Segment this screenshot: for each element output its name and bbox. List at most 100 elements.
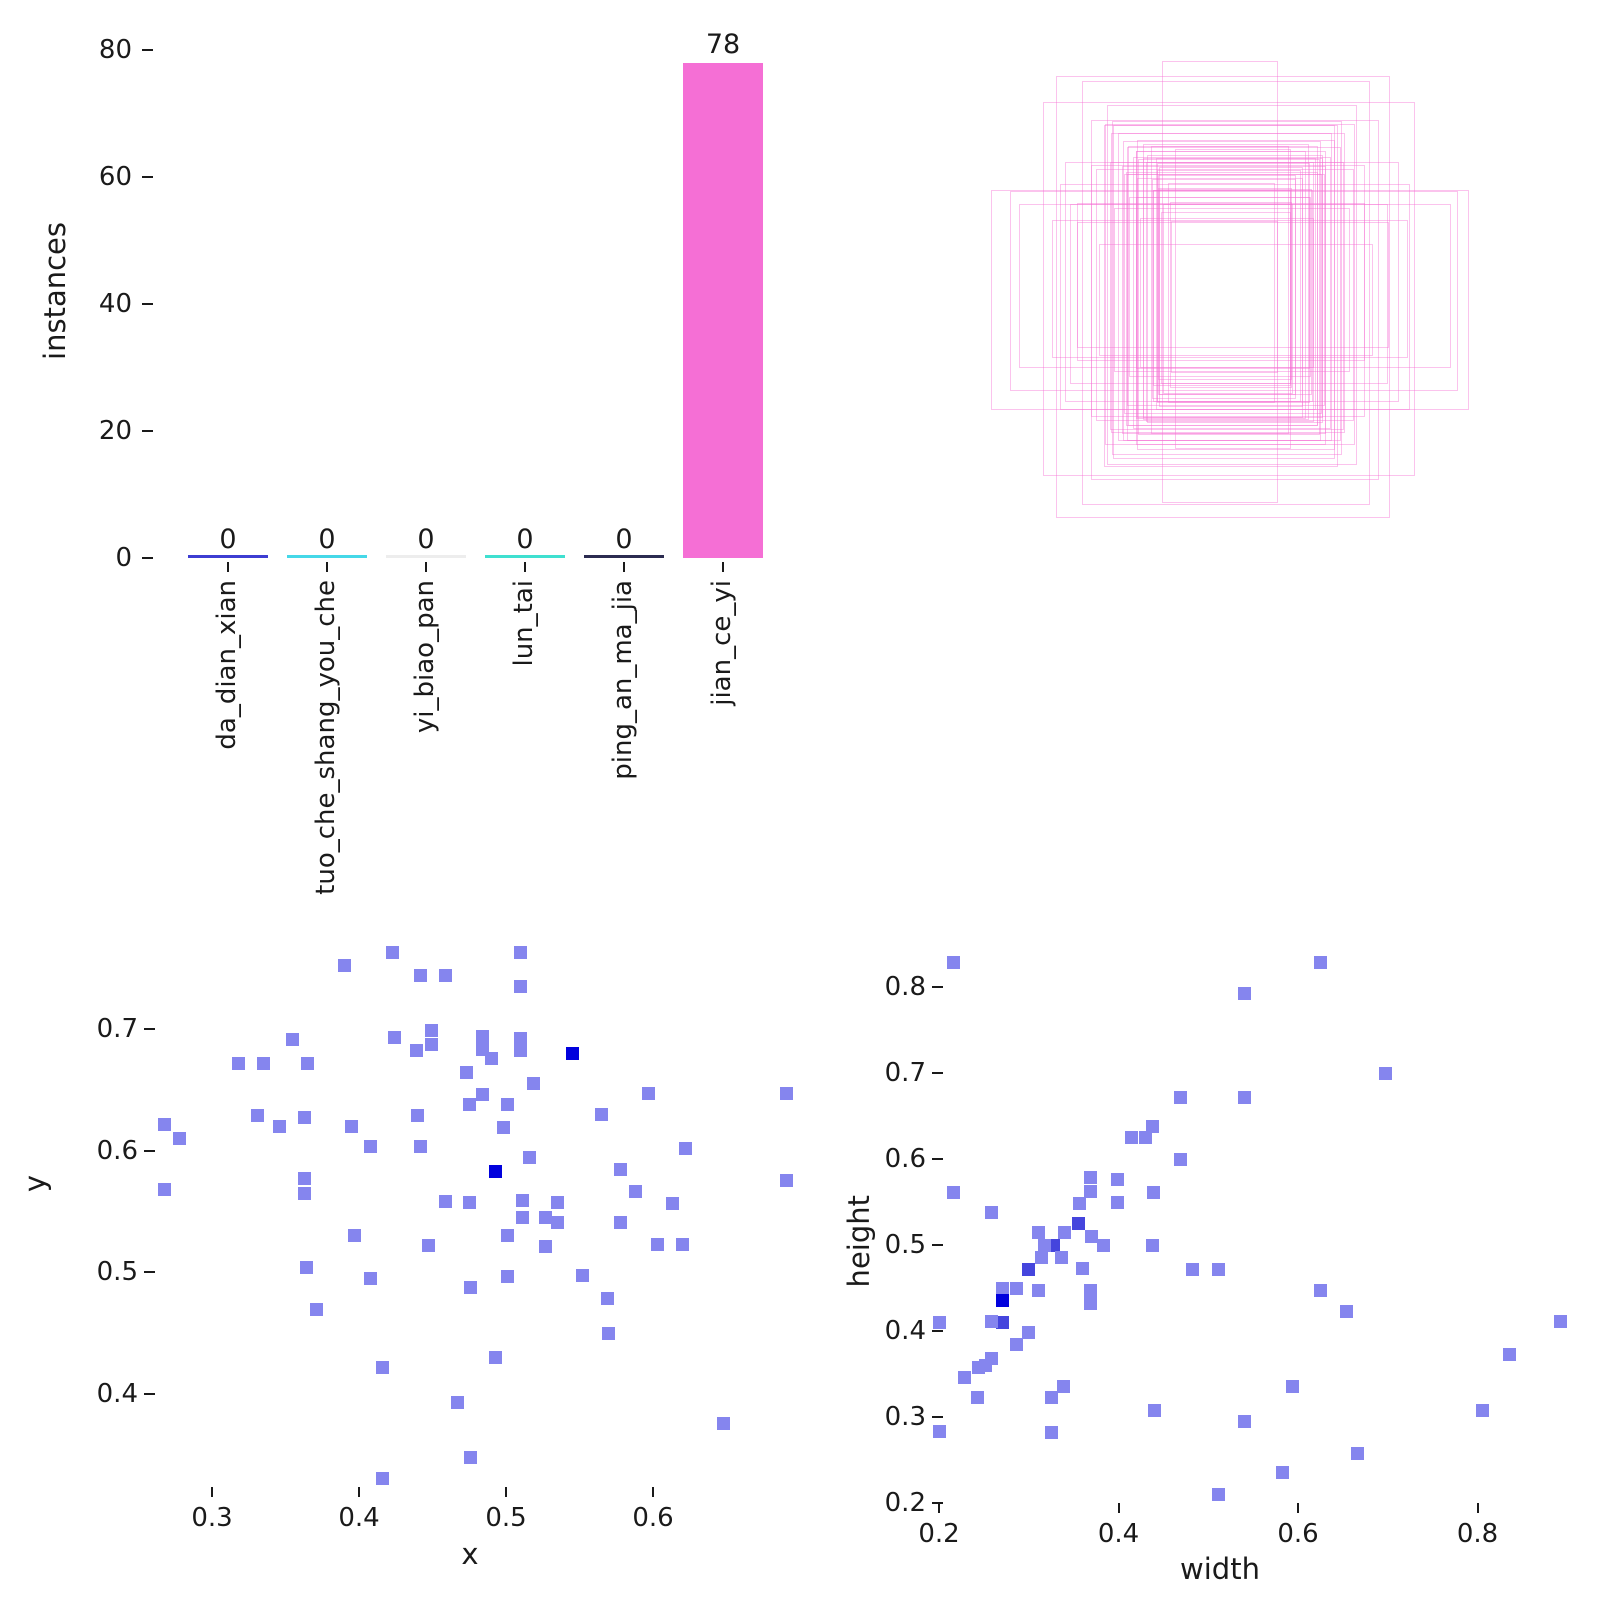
xy-panel-y-tick-mark bbox=[144, 1271, 155, 1273]
wh-panel-x-tick-mark bbox=[1117, 1503, 1120, 1513]
scatter-marker bbox=[475, 1029, 489, 1043]
scatter-marker bbox=[1034, 1251, 1048, 1265]
wh-panel-y-tick-mark bbox=[932, 986, 943, 988]
bbox-rect bbox=[1159, 189, 1313, 395]
scatter-marker bbox=[932, 1425, 946, 1439]
scatter-marker bbox=[539, 1210, 553, 1224]
bar-zero-line bbox=[386, 555, 466, 558]
bbox-rect bbox=[1167, 183, 1275, 403]
scatter-marker bbox=[424, 1023, 438, 1037]
xy-panel-x-tick-label: 0.4 bbox=[338, 1503, 380, 1533]
wh-panel-y-tick-mark bbox=[932, 1330, 943, 1332]
bbox-rect bbox=[1106, 105, 1358, 465]
wh-panel-x-tick-mark bbox=[1297, 1503, 1299, 1513]
scatter-marker bbox=[550, 1215, 564, 1229]
wh-panel-y-tick-label: 0.7 bbox=[884, 1058, 926, 1088]
bar-y-tick-label: 40 bbox=[98, 289, 132, 319]
scatter-marker bbox=[439, 1195, 453, 1209]
bbox-rect bbox=[1142, 157, 1324, 418]
bar-zero-line bbox=[287, 555, 367, 558]
bbox-rect bbox=[1110, 132, 1346, 434]
wh-panel-x-tick-mark bbox=[1476, 1503, 1479, 1513]
bbox-rect bbox=[1157, 162, 1311, 404]
scatter-marker bbox=[675, 1237, 689, 1251]
bar-value-label: 0 bbox=[516, 524, 534, 555]
scatter-marker bbox=[459, 1066, 473, 1080]
bbox-rect bbox=[1162, 60, 1278, 504]
scatter-marker bbox=[1124, 1131, 1138, 1144]
bar-zero-line bbox=[188, 555, 268, 558]
xy-panel-y-tick-label: 0.5 bbox=[96, 1257, 138, 1287]
scatter-marker bbox=[1211, 1487, 1225, 1501]
scatter-marker bbox=[421, 1238, 435, 1252]
scatter-marker bbox=[500, 1097, 514, 1111]
scatter-marker bbox=[1138, 1131, 1152, 1144]
scatter-marker bbox=[550, 1196, 564, 1210]
bbox-rect bbox=[1070, 204, 1388, 384]
bbox-rect bbox=[1010, 191, 1458, 391]
bbox-rect bbox=[1158, 166, 1304, 408]
scatter-marker bbox=[932, 1315, 946, 1329]
wh-panel-y-tick-mark bbox=[932, 1502, 943, 1504]
wh-panel-y-tick-label: 0.3 bbox=[884, 1402, 926, 1432]
wh-panel-y-tick-label: 0.6 bbox=[884, 1144, 926, 1174]
scatter-marker bbox=[1022, 1262, 1036, 1276]
scatter-marker bbox=[484, 1051, 498, 1065]
scatter-marker bbox=[364, 1271, 378, 1285]
scatter-marker bbox=[1009, 1282, 1023, 1296]
bar-category-label: lun_tai bbox=[509, 580, 539, 667]
scatter-marker bbox=[256, 1056, 270, 1070]
xy-panel-x-tick-label: 0.6 bbox=[632, 1503, 674, 1533]
scatter-marker bbox=[1146, 1238, 1160, 1252]
bbox-rect bbox=[1175, 148, 1291, 450]
scatter-marker bbox=[985, 1315, 999, 1329]
scatter-marker bbox=[462, 1097, 476, 1111]
scatter-marker bbox=[1503, 1347, 1517, 1361]
bbox-rect bbox=[1042, 101, 1416, 477]
scatter-marker bbox=[539, 1239, 553, 1253]
scatter-marker bbox=[515, 1210, 529, 1224]
scatter-marker bbox=[158, 1182, 172, 1196]
scatter-marker bbox=[489, 1350, 503, 1364]
scatter-marker bbox=[1554, 1315, 1568, 1329]
scatter-marker bbox=[1044, 1390, 1058, 1404]
bar-category-label: jian_ce_yi bbox=[707, 580, 737, 706]
bbox-rect bbox=[1146, 162, 1314, 422]
wh-panel-x-tick-label: 0.8 bbox=[1456, 1519, 1499, 1549]
scatter-marker bbox=[158, 1118, 172, 1132]
bbox-rect bbox=[1064, 162, 1400, 402]
scatter-marker bbox=[1237, 1090, 1251, 1104]
bbox-rect bbox=[1136, 178, 1304, 418]
scatter-marker bbox=[414, 969, 428, 983]
bbox-rect bbox=[1113, 124, 1335, 460]
scatter-marker bbox=[1072, 1197, 1086, 1211]
scatter-marker bbox=[462, 1196, 476, 1210]
bbox-rect bbox=[1150, 146, 1289, 434]
scatter-marker bbox=[1058, 1225, 1072, 1239]
scatter-marker bbox=[1173, 1152, 1187, 1166]
wh-panel-y-tick-mark bbox=[932, 1416, 943, 1418]
bar-value-label: 0 bbox=[219, 524, 237, 555]
scatter-marker bbox=[450, 1395, 464, 1409]
scatter-marker bbox=[1147, 1403, 1161, 1417]
scatter-marker bbox=[971, 1390, 985, 1404]
scatter-marker bbox=[414, 1140, 428, 1154]
scatter-marker bbox=[345, 1119, 359, 1133]
bbox-rect bbox=[1109, 162, 1345, 430]
bbox-rect bbox=[1081, 81, 1371, 505]
scatter-marker bbox=[251, 1108, 265, 1122]
bbox-rect bbox=[1124, 174, 1322, 414]
bbox-rect bbox=[1133, 156, 1331, 430]
scatter-marker bbox=[946, 1186, 960, 1200]
scatter-marker bbox=[1057, 1379, 1071, 1393]
bbox-rect bbox=[1051, 220, 1409, 358]
bbox-rect bbox=[1152, 189, 1314, 403]
bbox-rect bbox=[1114, 207, 1350, 373]
scatter-marker bbox=[301, 1056, 315, 1070]
xy-y-axis-label: y bbox=[18, 1175, 52, 1193]
scatter-marker bbox=[1044, 1425, 1058, 1439]
bbox-rect bbox=[1128, 145, 1318, 427]
scatter-marker bbox=[231, 1056, 245, 1070]
xy-panel-x-tick-mark bbox=[211, 1487, 213, 1497]
scatter-marker bbox=[1173, 1090, 1187, 1104]
